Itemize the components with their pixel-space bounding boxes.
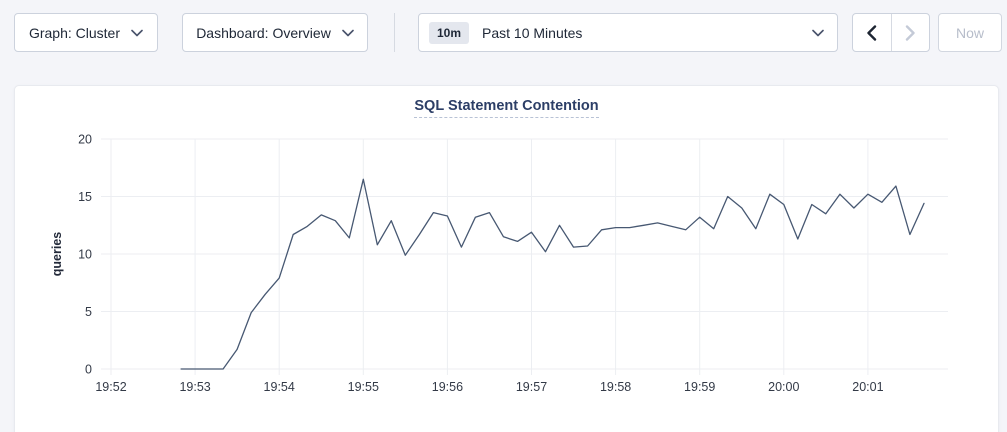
svg-text:19:59: 19:59	[684, 380, 715, 394]
svg-text:19:52: 19:52	[95, 380, 126, 394]
svg-text:19:56: 19:56	[432, 380, 463, 394]
chevron-down-icon	[131, 29, 143, 37]
svg-text:20: 20	[78, 133, 92, 147]
time-step-button-group	[852, 13, 930, 52]
chevron-left-icon	[866, 24, 877, 41]
svg-text:19:58: 19:58	[600, 380, 631, 394]
svg-text:19:57: 19:57	[516, 380, 547, 394]
toolbar-divider	[394, 13, 395, 52]
svg-text:19:55: 19:55	[348, 380, 379, 394]
svg-text:10: 10	[78, 248, 92, 262]
time-range-badge: 10m	[429, 21, 470, 44]
chevron-down-icon	[812, 29, 824, 37]
chart-panel: SQL Statement Contention 0 5 10 15 20 19:52 19…	[14, 85, 999, 432]
svg-text:15: 15	[78, 190, 92, 204]
svg-text:queries: queries	[50, 232, 64, 277]
dashboard-dropdown-label: Dashboard: Overview	[196, 24, 331, 41]
graph-dropdown-label: Graph: Cluster	[28, 24, 121, 41]
svg-text:0: 0	[85, 363, 92, 377]
graph-dropdown[interactable]: Graph: Cluster	[14, 13, 158, 52]
chevron-down-icon	[342, 29, 354, 37]
now-button[interactable]: Now	[938, 13, 1002, 52]
chevron-right-icon	[905, 24, 916, 41]
next-time-window-button[interactable]	[890, 14, 930, 51]
previous-time-window-button[interactable]	[853, 14, 891, 51]
time-range-label: Past 10 Minutes	[482, 24, 583, 41]
svg-text:19:53: 19:53	[179, 380, 210, 394]
time-range-selector[interactable]: 10m Past 10 Minutes	[418, 13, 838, 52]
svg-text:20:01: 20:01	[852, 380, 883, 394]
svg-text:5: 5	[85, 305, 92, 319]
now-button-label: Now	[955, 24, 984, 41]
line-chart-canvas[interactable]: 0 5 10 15 20 19:52 19:53 19:54 19:55 19:56 19:57 19…	[15, 86, 1000, 432]
svg-text:19:54: 19:54	[264, 380, 295, 394]
dashboard-dropdown[interactable]: Dashboard: Overview	[182, 13, 368, 52]
chart-title[interactable]: SQL Statement Contention	[414, 98, 599, 118]
svg-text:20:00: 20:00	[768, 380, 799, 394]
chart-title-row: SQL Statement Contention	[15, 97, 998, 118]
